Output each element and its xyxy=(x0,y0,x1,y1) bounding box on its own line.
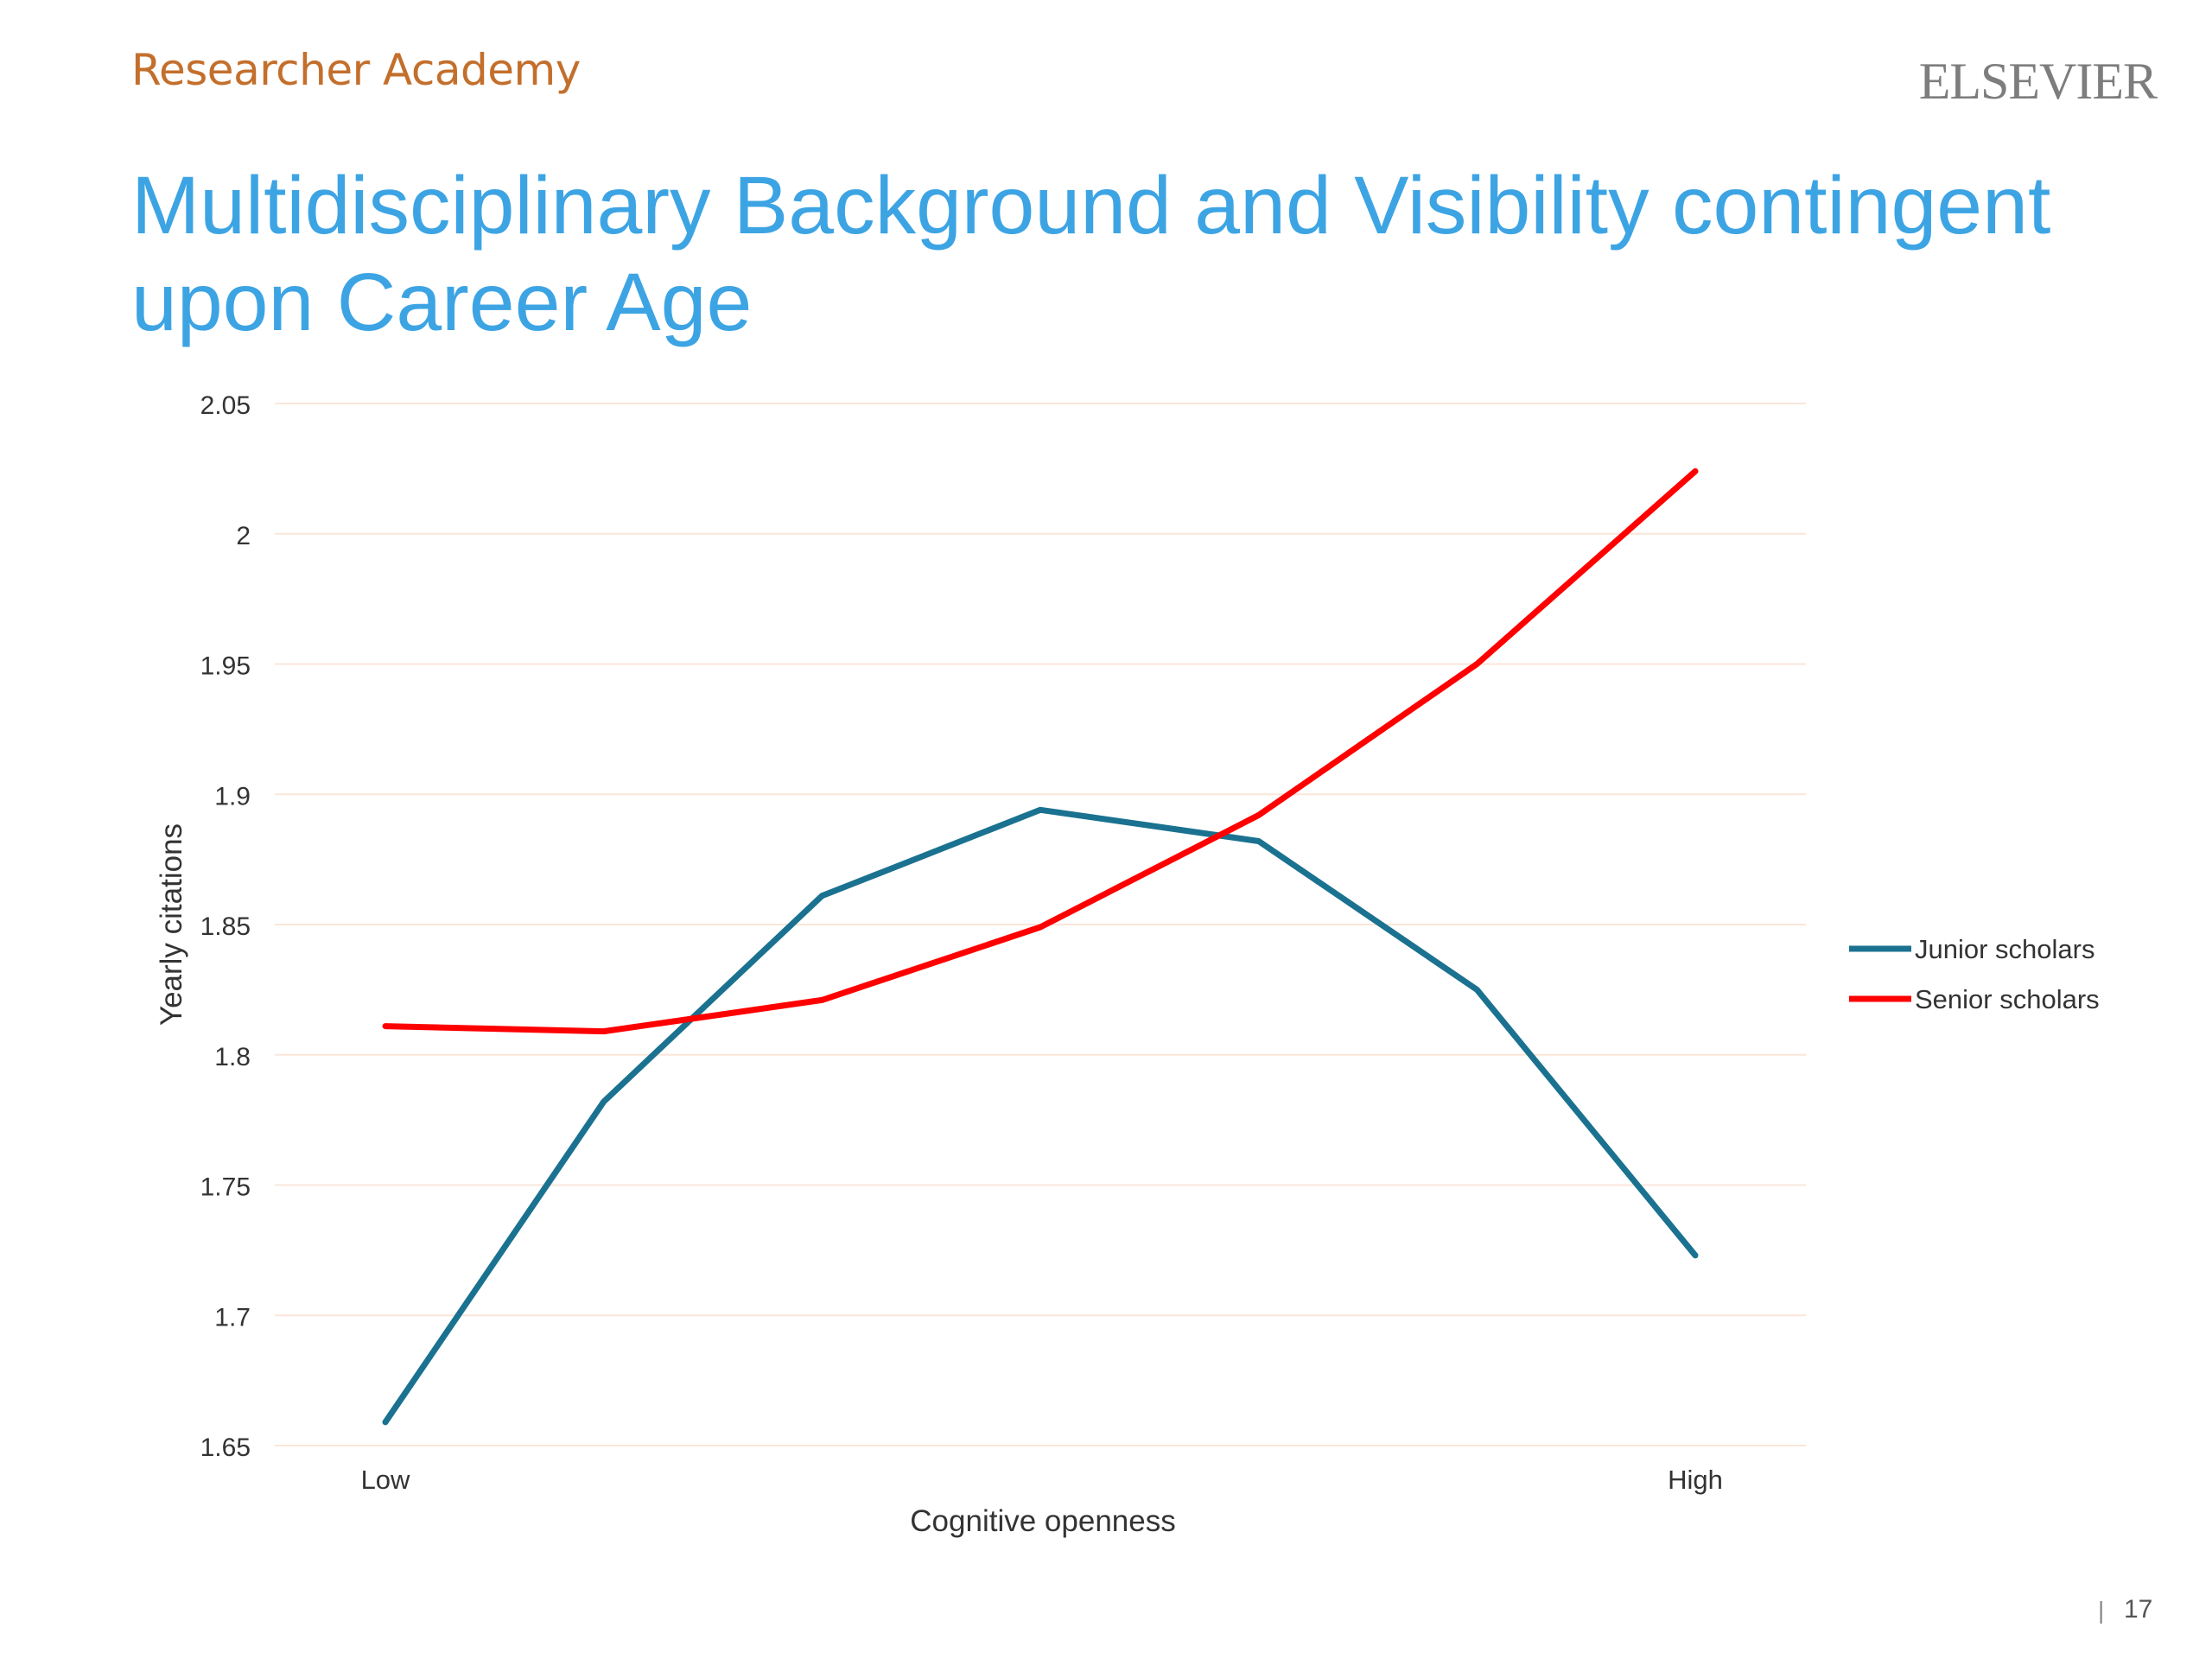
footer-separator: | xyxy=(2098,1597,2105,1624)
y-tick-label: 1.7 xyxy=(214,1303,251,1332)
slide-title-line-2: upon Career Age xyxy=(131,257,753,348)
y-tick-label: 1.8 xyxy=(214,1043,251,1071)
legend-label: Junior scholars xyxy=(1915,934,2094,964)
publisher-logo-text: ELSEVIER xyxy=(1918,53,2158,110)
y-tick-label: 1.85 xyxy=(200,912,251,941)
y-tick-label: 1.75 xyxy=(200,1173,251,1202)
x-tick-label: High xyxy=(1668,1465,1723,1495)
y-tick-label: 2.05 xyxy=(200,391,251,420)
y-tick-label: 1.65 xyxy=(200,1433,251,1462)
brand-logo-text: Researcher Academy xyxy=(131,45,581,95)
slide-title: Multidisciplinary Background and Visibil… xyxy=(131,157,2119,351)
y-tick-label: 1.9 xyxy=(214,782,251,810)
page-number: 17 xyxy=(2124,1595,2153,1624)
y-tick-label: 2 xyxy=(236,522,251,550)
x-tick-label: Low xyxy=(361,1465,410,1495)
x-axis-tick-labels: Low High xyxy=(361,1465,1723,1495)
y-tick-label: 1.95 xyxy=(200,652,251,681)
y-axis-tick-labels: 1.65 1.7 1.75 1.8 1.85 1.9 1.95 2 2.05 xyxy=(200,391,251,1462)
series-line-1 xyxy=(382,806,1699,1426)
y-axis-label: Yearly citations xyxy=(155,823,188,1026)
series-line-2 xyxy=(382,467,1699,1035)
slide-title-line-1: Multidisciplinary Background and Visibil… xyxy=(131,160,2051,251)
chart-legend: Junior scholars Senior scholars xyxy=(1849,934,2100,1014)
legend-label: Senior scholars xyxy=(1915,984,2100,1014)
chart-series xyxy=(382,467,1699,1426)
x-axis-label: Cognitive openness xyxy=(910,1504,1175,1538)
